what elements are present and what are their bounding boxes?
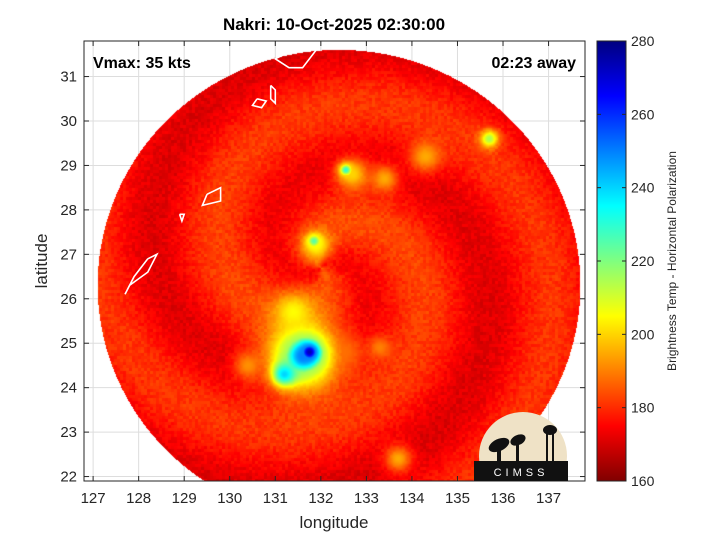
x-tick-label: 137 [536, 490, 561, 507]
x-tick-label: 135 [445, 490, 470, 507]
colorbar-ticks: 160 180 200 220 240 260 280 [597, 33, 655, 489]
coastline [269, 84, 277, 106]
y-axis-ticks: 22 23 24 25 26 27 28 29 30 31 [60, 69, 585, 486]
y-tick-label: 28 [60, 202, 77, 219]
x-tick-label: 131 [263, 490, 288, 507]
x-axis-ticks: 127 128 129 130 131 132 133 134 135 136 137 [81, 41, 561, 507]
y-tick-label: 31 [60, 69, 77, 86]
y-tick-label: 26 [60, 291, 77, 308]
colorbar-tick-label: 240 [631, 180, 655, 196]
brightness-temp-field [84, 41, 585, 481]
coastlines [124, 44, 318, 295]
colorbar-tick-label: 160 [631, 473, 655, 489]
cimss-logo: CIMSS [474, 412, 568, 481]
colorbar-label: Brightness Temp - Horizontal Polarizatio… [665, 151, 679, 371]
plot-area: 127 128 129 130 131 132 133 134 135 136 137 22 23 24… [60, 40, 586, 507]
y-tick-label: 23 [60, 424, 77, 441]
y-tick-label: 30 [60, 113, 77, 130]
vmax-annotation: Vmax: 35 kts [93, 55, 191, 72]
y-tick-label: 27 [60, 246, 77, 263]
colorbar-tick-label: 180 [631, 400, 655, 416]
colorbar-tick-label: 220 [631, 253, 655, 269]
x-axis-label: longitude [299, 513, 368, 532]
colorbar-tick-label: 260 [631, 106, 655, 122]
colorbar-tick-label: 200 [631, 326, 655, 342]
y-tick-label: 24 [60, 380, 77, 397]
colorbar-tick-label: 280 [631, 33, 655, 49]
y-axis-label: latitude [32, 234, 51, 289]
coastline [273, 44, 318, 69]
time-away-annotation: 02:23 away [491, 55, 576, 72]
logo-text: CIMSS [494, 467, 549, 479]
x-tick-label: 136 [491, 490, 516, 507]
colorbar: 160 180 200 220 240 260 280 Brightness Temp - … [596, 33, 679, 489]
x-tick-label: 129 [172, 490, 197, 507]
x-tick-label: 128 [126, 490, 151, 507]
x-tick-label: 132 [308, 490, 333, 507]
coastline [251, 98, 268, 109]
chart-title: Nakri: 10-Oct-2025 02:30:00 [223, 15, 445, 34]
colorbar-gradient [596, 40, 627, 482]
y-tick-label: 22 [60, 469, 77, 486]
coastline [201, 186, 222, 207]
coastline [178, 213, 186, 224]
x-tick-label: 133 [354, 490, 379, 507]
x-tick-label: 134 [399, 490, 424, 507]
x-tick-label: 130 [217, 490, 242, 507]
y-tick-label: 29 [60, 157, 77, 174]
y-tick-label: 25 [60, 335, 77, 352]
x-tick-label: 127 [81, 490, 106, 507]
coastline [124, 252, 159, 295]
plot-border [83, 40, 586, 482]
